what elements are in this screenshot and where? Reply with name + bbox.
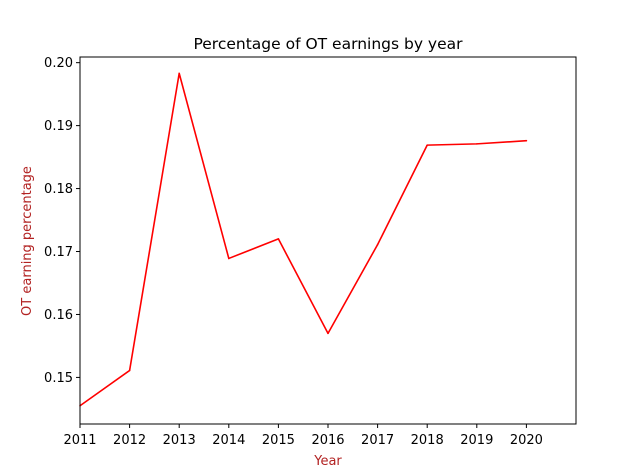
y-tick-label: 0.19 — [44, 119, 73, 134]
series-line — [79, 72, 527, 407]
plot-area — [79, 72, 528, 407]
y-tick-label: 0.15 — [44, 371, 73, 386]
x-tick-label: 2020 — [510, 433, 543, 448]
y-axis-label: OT earning percentage — [20, 166, 35, 316]
x-tick-label: 2012 — [113, 433, 146, 448]
data-point — [128, 369, 131, 372]
y-tick-label: 0.16 — [44, 308, 73, 323]
chart-title: Percentage of OT earnings by year — [193, 35, 463, 53]
data-point — [327, 332, 329, 335]
data-point — [476, 143, 478, 145]
x-tick-label: 2014 — [212, 433, 245, 448]
data-point — [525, 139, 528, 142]
x-axis-label: Year — [313, 454, 342, 469]
x-tick-label: 2019 — [460, 433, 493, 448]
y-tick-label: 0.18 — [44, 182, 73, 197]
y-tick-label: 0.17 — [44, 245, 73, 260]
x-tick-label: 2017 — [361, 433, 394, 448]
x-tick-label: 2011 — [63, 433, 96, 448]
x-tick-label: 2018 — [411, 433, 444, 448]
x-tick-label: 2015 — [262, 433, 295, 448]
y-axis-ticks: 0.15 0.16 0.17 0.18 0.19 0.20 — [44, 56, 80, 386]
x-tick-label: 2016 — [311, 433, 344, 448]
data-point — [228, 257, 230, 260]
x-axis-ticks: 2011 2012 2013 2014 2015 2016 2017 2018 2019 2020 — [63, 424, 543, 448]
data-point — [277, 238, 280, 240]
data-point — [376, 243, 379, 246]
data-point — [178, 72, 180, 75]
x-tick-label: 2013 — [163, 433, 196, 448]
plot-frame — [79, 56, 577, 425]
data-point — [426, 144, 429, 146]
y-tick-label: 0.20 — [44, 56, 73, 71]
